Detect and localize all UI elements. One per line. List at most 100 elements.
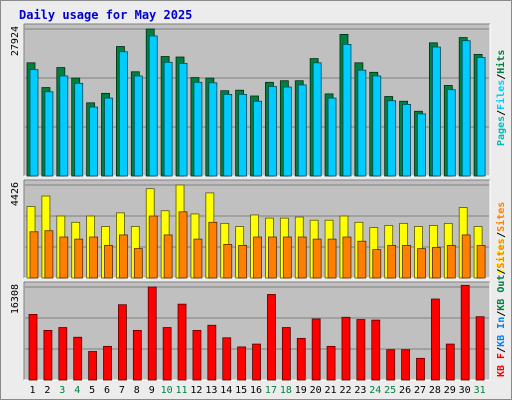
x-tick-label-10: 10 xyxy=(161,385,173,396)
x-tick-label-26: 26 xyxy=(399,385,411,396)
y-max-label-1: 27924 xyxy=(10,26,21,56)
bar-files-9 xyxy=(148,35,158,177)
x-tick-label-30: 30 xyxy=(459,385,471,396)
bar-sites-8 xyxy=(133,248,143,279)
bar-kbytes-18 xyxy=(281,327,291,381)
bar-files-13 xyxy=(208,82,218,177)
legend-2: Visits/Sites xyxy=(495,202,507,274)
bar-kbytes-17 xyxy=(267,294,276,381)
legend-3-entry-7: Sites xyxy=(495,238,507,268)
bar-sites-19 xyxy=(297,236,307,279)
bar-files-12 xyxy=(193,81,203,177)
bar-sites-3 xyxy=(59,236,69,279)
bar-files-8 xyxy=(133,75,143,177)
x-tick-label-5: 5 xyxy=(89,385,95,396)
bar-kbytes-27 xyxy=(416,357,425,381)
bar-kbytes-5 xyxy=(88,351,98,381)
bar-sites-13 xyxy=(208,221,218,279)
bar-files-16 xyxy=(253,100,262,177)
bar-kbytes-9 xyxy=(147,286,157,381)
bar-sites-10 xyxy=(163,234,173,279)
x-tick-label-28: 28 xyxy=(429,385,441,396)
bar-files-17 xyxy=(268,86,277,177)
bar-sites-27 xyxy=(417,248,426,279)
bar-kbytes-12 xyxy=(192,329,202,381)
bar-files-22 xyxy=(342,43,352,177)
x-tick-label-2: 2 xyxy=(44,385,50,396)
legend-3-entry-4: / xyxy=(496,311,507,317)
bar-kbytes-7 xyxy=(118,304,127,381)
x-tick-label-20: 20 xyxy=(310,385,322,396)
x-tick-label-19: 19 xyxy=(295,385,307,396)
bar-files-10 xyxy=(163,61,173,177)
legend-3-entry-5: KB Out xyxy=(496,275,507,311)
bar-sites-15 xyxy=(238,245,248,279)
x-tick-label-15: 15 xyxy=(235,385,247,396)
bar-sites-7 xyxy=(119,234,128,279)
x-tick-label-1: 1 xyxy=(29,385,35,396)
bar-kbytes-19 xyxy=(296,337,306,381)
x-tick-label-27: 27 xyxy=(414,385,426,396)
legend-2-entry-3: Sites xyxy=(495,202,507,232)
x-tick-label-11: 11 xyxy=(176,385,188,396)
legend-1: Pages/Files/Hits xyxy=(495,50,507,146)
legend-1-entry-1: Pages xyxy=(496,116,507,146)
bar-kbytes-8 xyxy=(132,329,142,381)
bar-sites-24 xyxy=(372,249,382,279)
x-tick-label-24: 24 xyxy=(369,385,381,396)
bar-files-18 xyxy=(282,86,292,177)
x-tick-label-12: 12 xyxy=(190,385,202,396)
x-tick-label-4: 4 xyxy=(74,385,80,396)
bar-files-2 xyxy=(44,91,54,177)
bar-sites-9 xyxy=(148,215,158,279)
bar-sites-28 xyxy=(431,247,441,279)
bar-files-25 xyxy=(387,100,397,177)
bar-kbytes-31 xyxy=(475,316,485,381)
legend-1-entry-4: / xyxy=(496,74,507,80)
bar-sites-31 xyxy=(476,245,486,279)
x-tick-label-25: 25 xyxy=(384,385,396,396)
bar-files-20 xyxy=(312,62,322,177)
x-tick-label-8: 8 xyxy=(134,385,140,396)
bar-kbytes-24 xyxy=(371,319,381,381)
bar-sites-30 xyxy=(461,234,471,279)
bar-sites-14 xyxy=(223,243,233,279)
bar-sites-23 xyxy=(357,240,367,279)
bar-kbytes-29 xyxy=(445,343,455,381)
bar-kbytes-26 xyxy=(401,349,410,381)
bar-sites-18 xyxy=(282,236,292,279)
legend-1-entry-3: Files xyxy=(495,80,507,110)
bar-sites-26 xyxy=(402,245,411,279)
x-tick-label-13: 13 xyxy=(205,385,217,396)
bar-files-21 xyxy=(327,97,337,177)
bar-kbytes-22 xyxy=(341,316,351,381)
bar-kbytes-30 xyxy=(460,284,470,381)
bar-sites-17 xyxy=(268,236,277,279)
x-tick-label-6: 6 xyxy=(104,385,110,396)
bar-kbytes-11 xyxy=(177,303,187,381)
legend-1-entry-2: / xyxy=(496,110,507,116)
bar-files-4 xyxy=(74,82,84,177)
bar-sites-4 xyxy=(74,238,84,279)
x-tick-label-23: 23 xyxy=(354,385,366,396)
bar-files-23 xyxy=(357,69,367,177)
bar-files-11 xyxy=(178,62,188,177)
bar-kbytes-28 xyxy=(430,298,440,381)
bar-sites-12 xyxy=(193,238,203,279)
bar-sites-20 xyxy=(312,238,322,279)
bar-files-29 xyxy=(446,89,456,177)
bar-kbytes-13 xyxy=(207,324,217,381)
bar-kbytes-20 xyxy=(311,318,321,381)
bar-files-19 xyxy=(297,84,307,177)
legend-3-entry-3: KB In xyxy=(496,317,507,347)
x-tick-label-31: 31 xyxy=(474,385,486,396)
bar-files-30 xyxy=(461,40,471,177)
bar-sites-22 xyxy=(342,236,352,279)
bar-kbytes-2 xyxy=(43,329,53,381)
bar-sites-21 xyxy=(327,238,337,279)
bar-kbytes-21 xyxy=(326,345,336,381)
bar-files-28 xyxy=(431,46,441,177)
bar-files-14 xyxy=(223,94,233,177)
bar-sites-2 xyxy=(44,230,54,279)
